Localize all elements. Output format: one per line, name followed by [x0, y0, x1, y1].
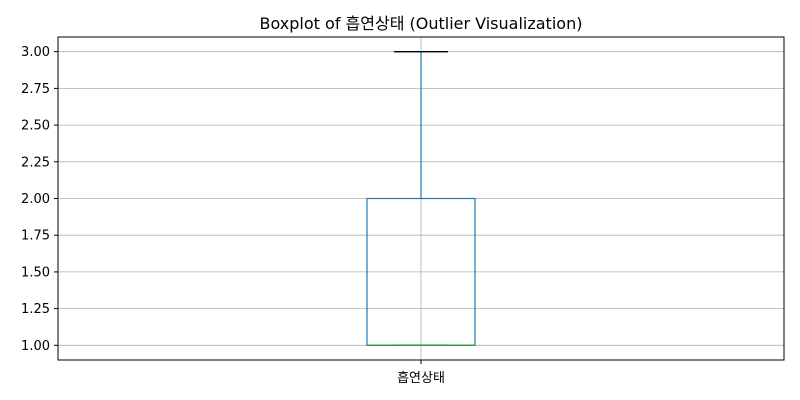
y-tick-label: 2.00 [21, 192, 50, 207]
x-tick-label: 흡연상태 [397, 371, 445, 386]
y-tick-label: 2.50 [21, 119, 50, 134]
y-tick-label: 1.00 [21, 339, 50, 354]
y-tick-label: 1.50 [21, 265, 50, 280]
axis-layer: 1.00 1.25 1.50 1.75 2.00 2.25 2.50 2.75 3.00 흡연상태 [21, 45, 445, 386]
y-tick-label: 1.25 [21, 302, 50, 317]
y-tick-label: 2.25 [21, 155, 50, 170]
y-tick-label: 3.00 [21, 45, 50, 60]
marks-layer [366, 50, 476, 347]
y-tick-label: 2.75 [21, 82, 50, 97]
y-tick-label: 1.75 [21, 229, 50, 244]
chart-title: Boxplot of 흡연상태 (Outlier Visualization) [260, 14, 583, 33]
